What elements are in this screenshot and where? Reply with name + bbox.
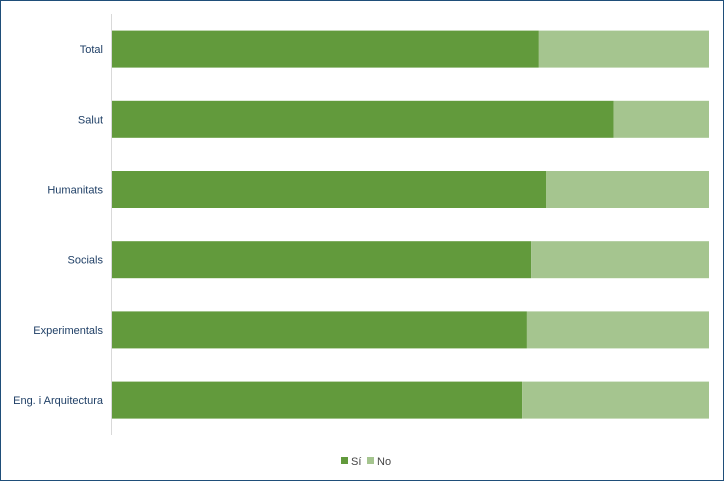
legend-swatch-si (341, 457, 348, 464)
category-labels-group: Total Salut Humanitats Socials Experimentals… (13, 44, 104, 407)
legend-label-no: No (377, 456, 391, 468)
legend: Sí No (341, 456, 391, 468)
bar-no-2 (546, 171, 709, 208)
bar-si-3 (112, 241, 532, 279)
legend-label-si: Sí (351, 456, 361, 468)
bar-si-4 (112, 311, 527, 349)
bars-group (112, 30, 709, 419)
category-label-2: Humanitats (47, 185, 103, 197)
bar-no-1 (613, 100, 709, 138)
bar-no-5 (522, 381, 709, 419)
legend-swatch-no (367, 457, 374, 464)
category-label-0: Total (80, 44, 103, 56)
bar-si-5 (112, 381, 523, 419)
bar-si-2 (112, 171, 547, 208)
bar-no-3 (531, 241, 709, 279)
category-label-4: Experimentals (33, 325, 103, 337)
category-label-5: Eng. i Arquitectura (13, 395, 104, 407)
bar-no-4 (526, 311, 709, 349)
bar-no-0 (538, 30, 709, 68)
bar-si-1 (112, 100, 614, 138)
category-label-1: Salut (78, 114, 103, 126)
category-label-3: Socials (68, 255, 104, 267)
bar-si-0 (112, 30, 539, 68)
